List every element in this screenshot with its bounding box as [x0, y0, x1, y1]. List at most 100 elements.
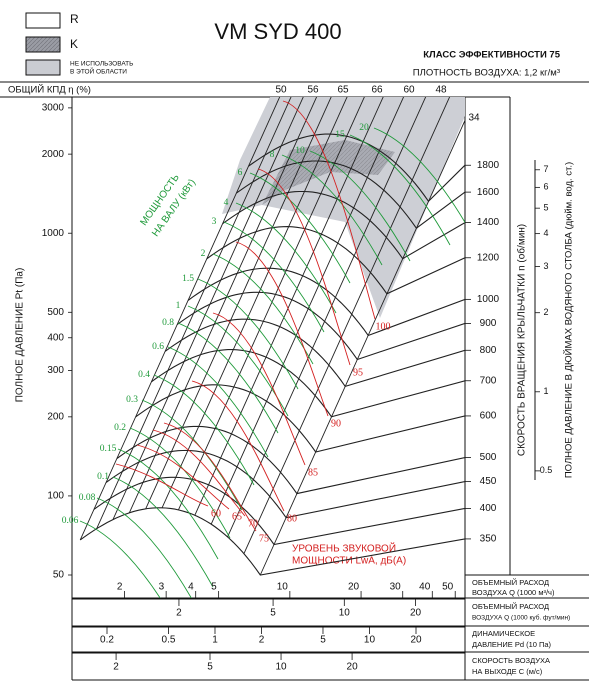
power-label: 0.2 [114, 423, 126, 433]
legend-label: НЕ ИСПОЛЬЗОВАТЬ [70, 61, 133, 68]
chart-title: VM SYD 400 [214, 19, 341, 44]
power-curve [129, 427, 231, 539]
power-label: 8 [270, 150, 275, 160]
sound-title: МОЩНОСТИ LwA, дБ(А) [292, 556, 406, 567]
c-axis-title: НА ВЫХОДЕ С (м/с) [472, 667, 543, 676]
pd-axis-title: ДАВЛЕНИЕ Pd (10 Па) [472, 640, 552, 649]
cfm-axis-title: ВОЗДУХА Q (1000 куб. фут/мин) [472, 614, 570, 622]
efficiency-value: 34 [468, 113, 480, 124]
rpm-tick-label: 900 [480, 318, 497, 329]
power-curve [197, 278, 299, 390]
y-tick-label: 300 [47, 365, 64, 376]
tick-label: 10 [339, 608, 351, 619]
system-line [128, 97, 318, 514]
power-curve [223, 221, 325, 333]
tick-label: 20 [410, 608, 422, 619]
power-curve [153, 374, 255, 486]
c-axis-title: СКОРОСТЬ ВОЗДУХА [472, 656, 550, 665]
y-tick-label: 2000 [42, 149, 65, 160]
system-line [96, 97, 292, 529]
tick-label: 20 [410, 635, 422, 646]
system-line [259, 119, 465, 576]
power-label: 0.1 [97, 472, 109, 482]
rpm-tick-label: 1600 [477, 187, 500, 198]
power-label: 0.08 [79, 493, 96, 503]
power-label: 3 [212, 217, 217, 227]
fan-curve [79, 507, 465, 576]
system-line [161, 97, 348, 508]
x-tick-label: 2 [117, 582, 123, 593]
y-tick-label: 1000 [42, 228, 65, 239]
efficiency-class: КЛАСС ЭФФЕКТИВНОСТИ 75 [423, 50, 560, 61]
fan-curve [135, 384, 465, 453]
inch-tick-label: 1 [543, 386, 548, 396]
power-label: 0.15 [100, 444, 117, 454]
x-tick-label: 30 [390, 582, 402, 593]
efficiency-value: 56 [307, 85, 319, 96]
legend-swatch-restricted [25, 59, 61, 76]
power-curve [112, 476, 214, 588]
power-curve [96, 497, 192, 598]
sound-curve [282, 100, 376, 320]
x-tick-label: 3 [159, 582, 165, 593]
power-curve [373, 127, 465, 224]
rpm-tick-label: 500 [480, 452, 497, 463]
efficiency-value: 48 [435, 85, 447, 96]
power-label: 6 [238, 168, 243, 178]
power-label: 4 [224, 198, 229, 208]
y-tick-label: 50 [53, 570, 65, 581]
rpm-tick-label: 1000 [477, 294, 500, 305]
sound-label: 80 [287, 513, 297, 524]
sound-label: 75 [259, 533, 269, 544]
tick-label: 2 [113, 662, 119, 673]
power-label: 1.5 [182, 274, 194, 284]
pd-axis-title: ДИНАМИЧЕСКОЕ [472, 629, 535, 638]
system-line [194, 97, 384, 516]
fan-curve [116, 425, 465, 495]
tick-label: 5 [270, 608, 276, 619]
system-line [112, 97, 304, 520]
power-label: 1 [176, 301, 181, 311]
sound-label: 70 [248, 518, 258, 529]
sound-label: 90 [331, 418, 341, 429]
rpm-tick-label: 400 [480, 503, 497, 514]
system-line [243, 97, 451, 554]
efficiency-value: 50 [275, 85, 287, 96]
rpm-tick-label: 700 [480, 375, 497, 386]
rpm-tick-label: 600 [480, 411, 497, 422]
inch-tick-label: 4 [543, 228, 548, 238]
power-curve [309, 150, 411, 262]
tick-label: 1 [212, 635, 218, 646]
y-tick-label: 100 [47, 491, 64, 502]
k-area [262, 140, 395, 205]
y-tick-label: 3000 [42, 103, 65, 114]
x-tick-label: 40 [419, 582, 431, 593]
power-label: 0.8 [162, 318, 174, 328]
fan-curve [93, 476, 465, 546]
power-curve [212, 253, 314, 365]
inch-tick-label: 6 [543, 182, 548, 192]
sound-curve [235, 241, 329, 417]
tick-label: 5 [207, 662, 213, 673]
rpm-axis-title: СКОРОСТЬ ВРАЩЕНИЯ КРЫЛЬЧАТКИ n (об/мин) [516, 224, 528, 456]
y-tick-label: 400 [47, 332, 64, 343]
power-label: 0.06 [62, 516, 79, 526]
inch-tick-label: 5 [543, 203, 548, 213]
power-label: 0.6 [152, 342, 164, 352]
x-axis-title: ВОЗДУХА Q (1000 м³/ч) [472, 588, 555, 597]
legend-label: K [70, 37, 78, 51]
inch-tick-label: 2 [543, 307, 548, 317]
inch-tick-label: 7 [543, 164, 548, 174]
inch-axis-title: ПОЛНОЕ ДАВЛЕНИЕ В ДЮЙМАХ ВОДЯНОГО СТОЛБА… [563, 162, 575, 478]
power-curve [141, 399, 243, 511]
legend-label: R [70, 12, 79, 26]
air-density: ПЛОТНОСТЬ ВОЗДУХА: 1,2 кг/м³ [413, 68, 560, 79]
power-label: 0.3 [126, 395, 138, 405]
system-line [145, 97, 332, 510]
power-label: 15 [335, 130, 345, 140]
x-tick-label: 5 [211, 582, 217, 593]
tick-label: 0.5 [162, 635, 176, 646]
sound-curve [212, 312, 306, 466]
power-curve [79, 520, 161, 598]
